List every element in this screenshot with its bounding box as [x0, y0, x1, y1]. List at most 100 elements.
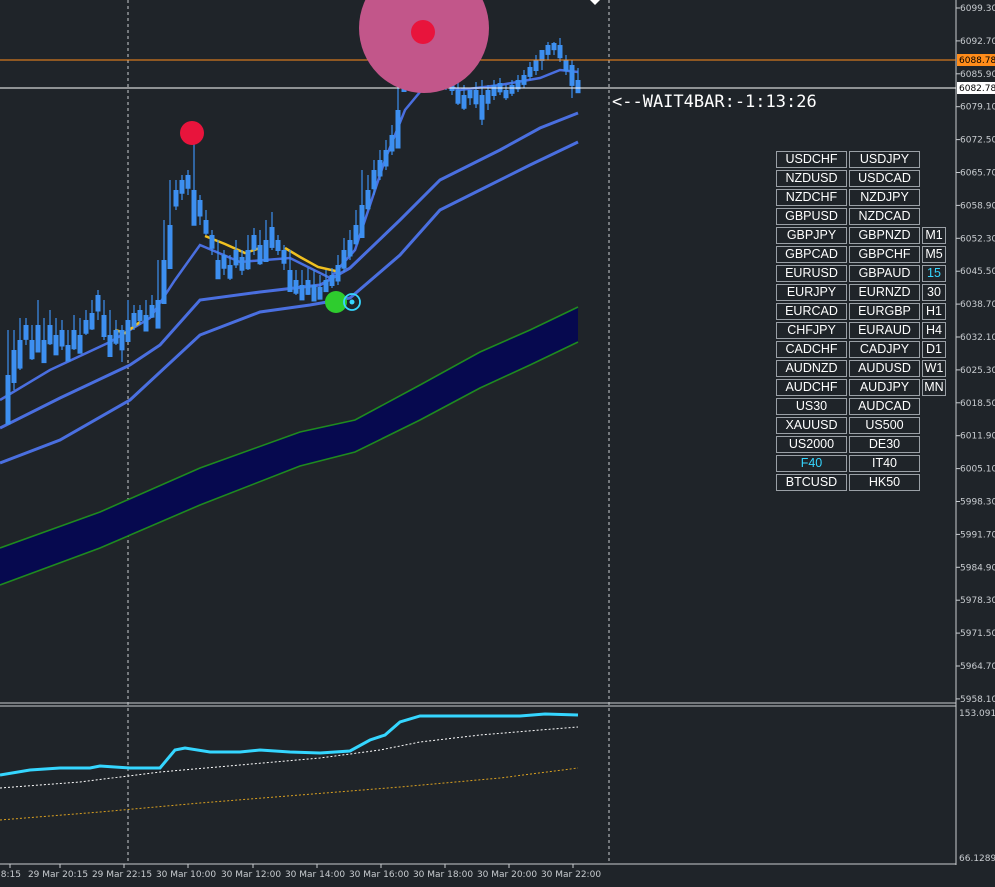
symbol-button-it40[interactable]: IT40 [849, 455, 920, 472]
scroll-marker-icon[interactable] [590, 0, 600, 5]
bid-price-tag-label: 6082.78 [959, 84, 995, 94]
candle-body [35, 325, 41, 353]
symbol-button-eurcad[interactable]: EURCAD [776, 303, 847, 320]
candle-body [341, 250, 347, 269]
price-tick-label: 6052.30 [960, 234, 995, 244]
candle-body [17, 340, 23, 369]
price-tick-label: 6005.10 [960, 465, 995, 475]
symbol-button-audchf[interactable]: AUDCHF [776, 379, 847, 396]
symbol-button-eurjpy[interactable]: EURJPY [776, 284, 847, 301]
candle-body [107, 335, 113, 357]
time-tick-label: 30 Mar 12:00 [221, 870, 281, 880]
candle-body [71, 330, 77, 350]
candle-body [131, 313, 137, 327]
symbol-button-cadjpy[interactable]: CADJPY [849, 341, 920, 358]
sell-signal-dot [411, 20, 435, 44]
candle-body [509, 85, 515, 94]
timeframe-button-h4[interactable]: H4 [922, 322, 946, 339]
symbol-button-eurusd[interactable]: EURUSD [776, 265, 847, 282]
symbol-button-usdcad[interactable]: USDCAD [849, 170, 920, 187]
symbol-button-gbpaud[interactable]: GBPAUD [849, 265, 920, 282]
candle-body [53, 335, 59, 356]
symbol-button-audjpy[interactable]: AUDJPY [849, 379, 920, 396]
symbol-button-de30[interactable]: DE30 [849, 436, 920, 453]
price-tick-label: 5978.30 [960, 596, 995, 606]
symbol-button-eurnzd[interactable]: EURNZD [849, 284, 920, 301]
candle-body [371, 170, 377, 190]
candle-body [347, 240, 353, 257]
orange-price-tag [957, 54, 995, 66]
time-tick-label: 29 Mar 20:15 [28, 870, 88, 880]
symbol-button-euraud[interactable]: EURAUD [849, 322, 920, 339]
symbol-button-gbpusd[interactable]: GBPUSD [776, 208, 847, 225]
candle-body [377, 160, 383, 177]
timeframe-button-m1[interactable]: M1 [922, 227, 946, 244]
symbol-button-gbpchf[interactable]: GBPCHF [849, 246, 920, 263]
candle-body [65, 345, 71, 362]
candle-body [209, 235, 215, 249]
symbol-button-chfjpy[interactable]: CHFJPY [776, 322, 847, 339]
symbol-button-xauusd[interactable]: XAUUSD [776, 417, 847, 434]
symbol-button-gbpjpy[interactable]: GBPJPY [776, 227, 847, 244]
candle-body [569, 65, 575, 86]
price-tick-label: 6065.70 [960, 169, 995, 179]
candle-body [545, 45, 551, 55]
candle-body [317, 287, 323, 300]
symbol-button-audcad[interactable]: AUDCAD [849, 398, 920, 415]
highlight-circle-marker [359, 0, 489, 93]
symbol-button-nzdcad[interactable]: NZDCAD [849, 208, 920, 225]
price-tick-label: 5971.50 [960, 629, 995, 639]
candle-body [533, 60, 539, 71]
timeframe-button-d1[interactable]: D1 [922, 341, 946, 358]
symbol-button-us500[interactable]: US500 [849, 417, 920, 434]
symbol-button-us2000[interactable]: US2000 [776, 436, 847, 453]
indicator-axis-top: 153.0918 [959, 709, 995, 719]
timeframe-button-h1[interactable]: H1 [922, 303, 946, 320]
symbol-button-f40[interactable]: F40 [776, 455, 847, 472]
orange-price-tag-label: 6088.78 [959, 56, 995, 66]
candle-body [299, 285, 305, 301]
symbol-button-audusd[interactable]: AUDUSD [849, 360, 920, 377]
timeframe-button-30[interactable]: 30 [922, 284, 946, 301]
candle-body [149, 305, 155, 318]
symbol-button-usdchf[interactable]: USDCHF [776, 151, 847, 168]
timeframe-button-w1[interactable]: W1 [922, 360, 946, 377]
symbol-button-btcusd[interactable]: BTCUSD [776, 474, 847, 491]
symbol-button-cadchf[interactable]: CADCHF [776, 341, 847, 358]
symbol-button-us30[interactable]: US30 [776, 398, 847, 415]
timeframe-button-m5[interactable]: M5 [922, 246, 946, 263]
indicator-axis-bottom: 66.1289 [959, 854, 995, 864]
time-axis-labels: 18:15 29 Mar 20:15 29 Mar 22:15 30 Mar 10:0… [0, 864, 601, 880]
candle-body [503, 90, 509, 99]
candle-body [389, 135, 395, 152]
symbol-button-eurgbp[interactable]: EURGBP [849, 303, 920, 320]
symbol-button-gbpcad[interactable]: GBPCAD [776, 246, 847, 263]
envelope-upper-line [0, 306, 579, 549]
price-tick-label: 6079.10 [960, 103, 995, 113]
time-tick-label: 30 Mar 20:00 [477, 870, 537, 880]
candle-body [485, 90, 491, 104]
candle-body [287, 270, 293, 292]
candle-body [83, 320, 89, 334]
price-tick-label: 5958.10 [960, 695, 995, 705]
candle-body [329, 275, 335, 286]
timeframe-button-mn[interactable]: MN [922, 379, 946, 396]
price-tick-label: 5991.70 [960, 530, 995, 540]
symbol-button-hk50[interactable]: HK50 [849, 474, 920, 491]
symbol-button-nzdjpy[interactable]: NZDJPY [849, 189, 920, 206]
candle-body [311, 285, 317, 302]
candle-body [335, 265, 341, 282]
symbol-button-nzdchf[interactable]: NZDCHF [776, 189, 847, 206]
symbol-button-usdjpy[interactable]: USDJPY [849, 151, 920, 168]
symbol-button-nzdusd[interactable]: NZDUSD [776, 170, 847, 187]
bid-price-tag [957, 82, 995, 94]
candle-body [23, 325, 29, 340]
symbol-button-gbpnzd[interactable]: GBPNZD [849, 227, 920, 244]
candle-body [473, 90, 479, 105]
candle-body [215, 260, 221, 280]
signal-segment [284, 246, 341, 274]
candle-body [365, 190, 371, 210]
symbol-button-audnzd[interactable]: AUDNZD [776, 360, 847, 377]
candle-body [233, 250, 239, 266]
timeframe-button-15[interactable]: 15 [922, 265, 946, 282]
